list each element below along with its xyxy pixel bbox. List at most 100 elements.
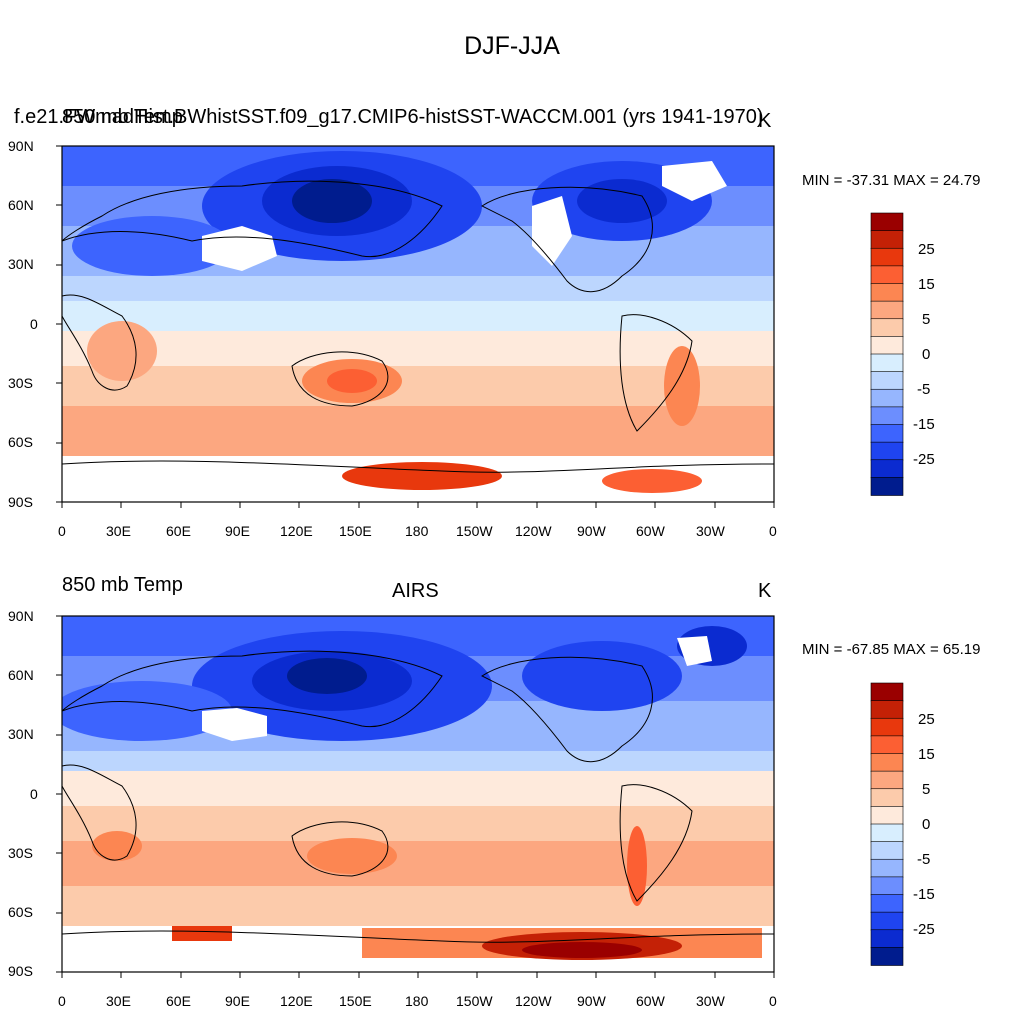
canada-colder [577, 179, 667, 223]
colorbar-label: -25 [913, 451, 935, 468]
lat-label: 60S [8, 904, 33, 920]
greenland-mask [662, 161, 727, 201]
panel-left-title: 850 mb Temp [62, 574, 183, 596]
lon-label: 90E [225, 993, 250, 1009]
africa-coast [62, 294, 137, 391]
band-south [62, 841, 774, 886]
colorbar-swatch [870, 911, 904, 931]
eurasia-coast [62, 650, 443, 728]
europe-cool [72, 216, 232, 276]
colorbar-swatch [870, 894, 904, 913]
colorbar-swatch [870, 841, 904, 861]
lon-label: 180 [405, 523, 429, 539]
lon-label: 30W [696, 993, 725, 1009]
colorbar-swatch [870, 735, 904, 755]
colorbar-swatch [870, 823, 904, 843]
europe-cool [62, 681, 232, 741]
colorbar-swatch [870, 876, 904, 896]
lon-label: 0 [769, 993, 777, 1009]
colorbar-label: -25 [913, 921, 935, 938]
axis-ticks [56, 145, 775, 508]
lon-label: 150E [339, 993, 372, 1009]
south-america-warm [664, 346, 700, 426]
canada-cold [522, 641, 682, 711]
colorbar-label: -15 [913, 886, 935, 903]
min-max-label: MIN = -67.85 MAX = 65.19 [802, 641, 981, 658]
colorbar-label: -5 [917, 381, 931, 398]
lon-label: 150W [456, 523, 493, 539]
panel-center-title: f.e21.FWmadHist.BWhistSST.f09_g17.CMIP6-… [14, 106, 764, 128]
lat-label: 30N [8, 256, 34, 272]
axis-ticks [56, 615, 775, 978]
antarctic-hottest [522, 942, 642, 958]
lon-label: 60W [636, 993, 665, 1009]
band-southern-ocean [62, 886, 774, 926]
temperature-map [56, 615, 775, 978]
colorbar-label: 25 [918, 241, 935, 258]
colorbar-label: -5 [917, 851, 931, 868]
south-africa-warm [87, 321, 157, 381]
lat-label: 60N [8, 667, 34, 683]
siberia-coldest [292, 179, 372, 223]
north-america-coast [481, 186, 653, 293]
colorbar [870, 682, 904, 966]
lon-label: 120E [280, 523, 313, 539]
colorbar-label: 15 [918, 746, 935, 763]
panel-center-title: AIRS [392, 580, 439, 602]
colorbar-swatch [870, 770, 904, 790]
panel-units: K [758, 580, 772, 602]
antarctic-peninsula-warm [602, 469, 702, 493]
lon-label: 180 [405, 993, 429, 1009]
band-equator [62, 771, 774, 806]
colorbar-label: 15 [918, 276, 935, 293]
band-tropic-south [62, 331, 774, 366]
colorbar-swatch [870, 929, 904, 949]
lon-label: 30E [106, 993, 131, 1009]
south-america-coast [619, 314, 693, 432]
eurasia-coast [62, 180, 443, 258]
lon-label: 150W [456, 993, 493, 1009]
lon-label: 90W [577, 523, 606, 539]
north-america-coast [481, 656, 653, 763]
rockies-mask [532, 196, 572, 266]
colorbar-label: 0 [922, 816, 931, 833]
colorbar-swatch [870, 858, 904, 878]
lon-label: 60E [166, 993, 191, 1009]
australia-coast [291, 351, 389, 407]
colorbar [870, 212, 904, 496]
africa-coast [62, 764, 137, 861]
antarctica-coast [62, 460, 774, 473]
lat-label: 0 [30, 316, 38, 332]
lon-label: 60W [636, 523, 665, 539]
lon-label: 90W [577, 993, 606, 1009]
temperature-map [56, 145, 775, 508]
band-southern-ocean [62, 406, 774, 456]
lon-label: 0 [58, 523, 66, 539]
lat-label: 90S [8, 963, 33, 979]
east-antarctica-warm [172, 926, 232, 941]
colorbar-label: 0 [922, 346, 931, 363]
greenland-mask [677, 636, 712, 666]
colorbar-swatch [870, 806, 904, 825]
lon-label: 30E [106, 523, 131, 539]
lon-label: 150E [339, 523, 372, 539]
colorbar-label: 25 [918, 711, 935, 728]
lon-label: 120E [280, 993, 313, 1009]
lon-label: 90E [225, 523, 250, 539]
colorbar-label: 5 [922, 781, 931, 798]
colorbar-swatch [870, 700, 904, 720]
lon-label: 0 [769, 523, 777, 539]
colorbar-swatch [870, 477, 904, 496]
band-tropic-south [62, 806, 774, 841]
australia-hot [327, 369, 377, 393]
siberia-coldest [287, 658, 367, 694]
panel-units: K [758, 110, 772, 132]
min-max-label: MIN = -37.31 MAX = 24.79 [802, 172, 981, 189]
lat-label: 60N [8, 197, 34, 213]
map-panel-model: 850 mb Temp f.e21.FWmadHist.BWhistSST.f0… [0, 0, 1024, 539]
antarctica-coast [62, 930, 774, 943]
lon-label: 120W [515, 993, 552, 1009]
south-america-coast [619, 784, 693, 902]
tibet-mask [202, 708, 267, 741]
